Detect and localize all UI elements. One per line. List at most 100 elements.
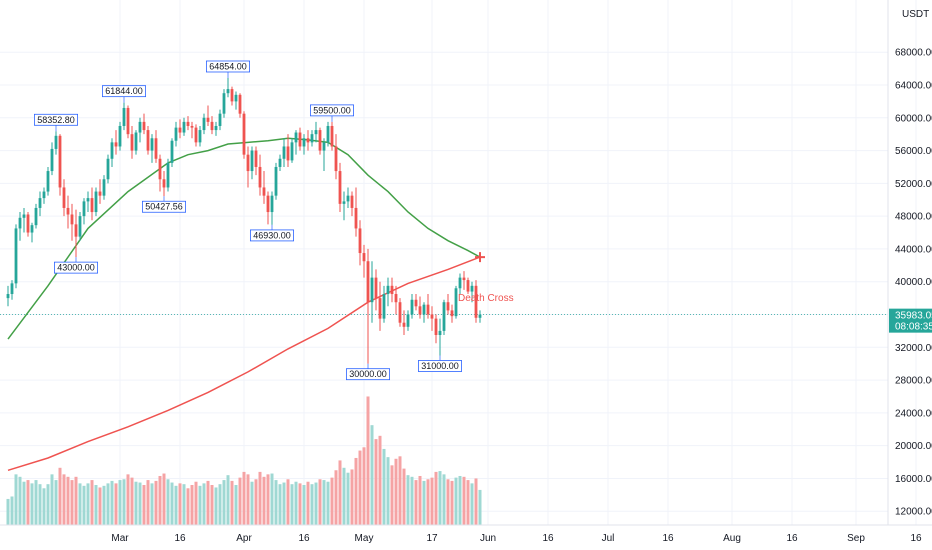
volume-bar [214,487,218,525]
candle-body [278,158,282,167]
volume-bar [154,480,158,525]
candle-body [238,94,242,114]
annotation-label: 58352.80 [37,115,75,125]
volume-bar [270,473,274,525]
volume-bar [258,471,262,525]
volume-bar [126,474,130,525]
candle-body [102,179,106,196]
x-tick-label: 16 [786,533,798,544]
candle-body [318,130,322,151]
candle-body [230,89,234,102]
volume-bar [146,480,150,525]
volume-bar [66,476,70,525]
x-tick-label: Mar [111,533,129,544]
volume-bar [170,482,174,525]
volume-bar [338,460,342,525]
volume-bar [294,481,298,525]
volume-bar [462,476,466,525]
volume-bar [326,481,330,525]
volume-bar [86,483,90,525]
candle-body [182,121,186,133]
candle-body [74,224,78,237]
volume-bar [458,475,462,525]
volume-bar [102,485,106,525]
annotation-box [249,229,294,242]
candle-body [22,214,26,218]
candle-body [342,201,346,204]
candle-body [286,146,290,161]
candle-body [18,217,22,229]
volume-bar [346,472,350,525]
volume-bar [434,471,438,525]
candle-body [178,127,182,133]
candle-body [166,162,170,188]
volume-bar [278,484,282,525]
candle-body [426,304,430,315]
candle-body [262,187,266,196]
volume-bar [74,476,78,525]
volume-bar [190,485,194,525]
candle-body [150,138,154,151]
candle-body [46,171,50,192]
x-tick-label: 16 [298,533,310,544]
volume-bar [38,484,42,525]
volume-bar [226,475,230,525]
candle-body [98,191,102,196]
candle-body [474,285,478,318]
volume-bar [246,474,250,525]
candle-body [338,171,342,204]
annotation-box [102,85,147,98]
volume-bar [46,484,50,525]
candle-body [402,322,406,327]
x-axis[interactable]: Mar16Apr16May17Jun16Jul16Aug16Sep16Oct [111,533,932,544]
volume-bar [186,488,190,525]
candle-body [406,314,410,327]
volume-bar [58,467,62,525]
annotation-box [309,104,354,117]
volume-bar [374,439,378,525]
annotation-label: 46930.00 [253,230,291,240]
volume-bar [262,476,266,525]
x-tick-label: Apr [236,533,252,544]
volume-bar [30,483,34,525]
volume-bar [238,477,242,525]
volume-bar [90,480,94,525]
annotation-box [34,113,79,126]
candle-body [330,125,334,147]
volume-bar [178,483,182,525]
x-tick-label: Sep [847,533,865,544]
candle-body [446,302,450,311]
candle-body [382,294,386,319]
y-axis[interactable]: 12000.00 16000.00 20000.00 24000.00 28000.00… [895,48,932,518]
volume-bar [82,485,86,525]
candle-body [294,132,298,143]
candle-body [86,198,90,202]
y-tick-label: 20000.00 [895,441,932,452]
volume-bar [206,480,210,525]
volume-bar [142,485,146,525]
candle-body [42,191,46,199]
volume-bar [470,483,474,525]
volume-bars [6,396,482,525]
candle-body [334,146,338,172]
signal-label: Death Cross [458,293,514,304]
y-tick-label: 12000.00 [895,507,932,518]
candle-body [10,283,14,295]
volume-bar [218,484,222,525]
candle-body [198,130,202,143]
volume-bar [322,480,326,525]
volume-bar [106,483,110,525]
candle-body [366,261,370,303]
candle-body [146,130,150,151]
volume-bar [134,481,138,525]
candle-body [218,113,222,126]
volume-bar [26,480,30,525]
y-tick-label: 40000.00 [895,277,932,288]
y-tick-label: 68000.00 [895,48,932,59]
candle-body [246,154,250,172]
candle-body [118,125,122,147]
candle-body [154,138,158,159]
volume-bar [366,396,370,525]
volume-bar [342,467,346,525]
